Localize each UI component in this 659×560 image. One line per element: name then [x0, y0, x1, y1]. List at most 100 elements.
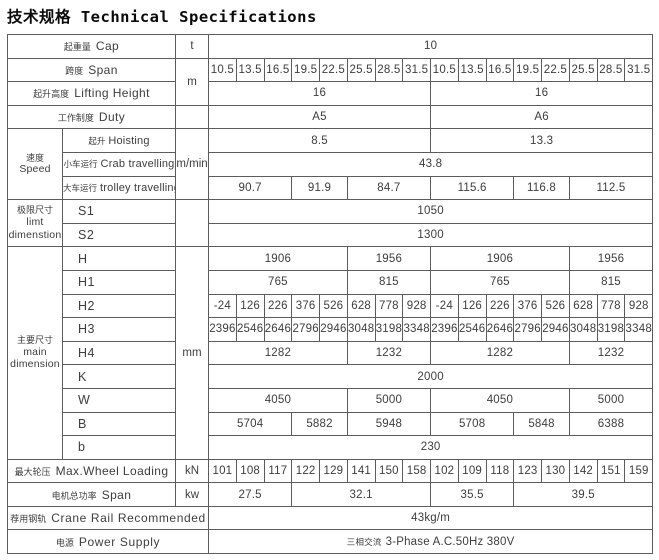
row-s2: S2 1300	[8, 222, 654, 248]
row-wheel-loading: 最大轮压 Max.Wheel Loading kN 101 108 117 122…	[6, 458, 654, 484]
span-label-zh: 跨度	[65, 65, 84, 76]
h2-value: 628	[346, 293, 376, 319]
motor-value: 35.5	[430, 482, 515, 507]
main-unit: mm	[175, 246, 210, 460]
span-value: 28.5	[596, 57, 626, 83]
row-lifting-height: 起升高度 Lifting Height 16 16	[6, 81, 654, 106]
trolley-label-zh: 大车运行	[63, 182, 98, 193]
h2-value: 778	[596, 293, 626, 319]
h2-value: -24	[208, 293, 237, 319]
rail-value: 43kg/m	[208, 505, 654, 531]
row-h3: H3 2396 2546 2646 2796 2946 3048 3198 33…	[8, 317, 654, 342]
row-trolley-speed: 大车运行 trolley travelling 90.7 91.9 84.7 11…	[8, 175, 654, 201]
lifting-label-zh: 起升高度	[33, 89, 70, 100]
w-label: W	[61, 387, 177, 413]
wheel-value: 130	[541, 458, 570, 484]
h3-value: 2396	[208, 317, 237, 342]
h2-value: 928	[624, 293, 654, 319]
s1-label: S1	[61, 199, 177, 224]
b-upper-value: 5704	[208, 411, 293, 437]
wheel-unit: kN	[175, 458, 210, 484]
h3-value: 2946	[319, 317, 348, 342]
h3-value: 3348	[402, 317, 432, 342]
wheel-value: 101	[208, 458, 237, 484]
trolley-value: 112.5	[568, 175, 654, 201]
duty-label: 工作制度 Duty	[6, 104, 177, 130]
b-upper-value: 5708	[430, 411, 515, 437]
h2-value: 928	[402, 293, 432, 319]
wheel-value: 109	[457, 458, 487, 484]
span-value: 10.5	[208, 57, 237, 83]
b-upper-value: 5848	[513, 411, 570, 437]
row-motor-power: 电机总功率 Span kw 27.5 32.1 35.5 39.5	[6, 482, 654, 507]
h2-value: 126	[457, 293, 487, 319]
b-lower-label: b	[61, 435, 177, 460]
span-value: 22.5	[541, 57, 570, 83]
speed-group-en: Speed	[19, 163, 51, 176]
main-group-label: 主要尺寸 main dimension	[7, 246, 63, 460]
row-power-supply: 电源 Power Supply 三相交流 3-Phase A.C.50Hz 380V	[6, 529, 654, 555]
span-label-en: Span	[88, 62, 118, 77]
h3-value: 2646	[263, 317, 293, 342]
limit-group-label: 极限尺寸 limt dimenstion	[7, 199, 63, 248]
wheel-value: 118	[485, 458, 515, 484]
span-label: 跨度 Span	[6, 57, 177, 83]
h-value: 1906	[208, 246, 348, 271]
span-value: 19.5	[513, 57, 543, 83]
rail-label: 荐用钢轨 Crane Rail Recommended	[6, 505, 210, 531]
h2-value: 226	[485, 293, 515, 319]
row-s1: 极限尺寸 limt dimenstion S1 1050	[7, 199, 654, 248]
span-value: 10.5	[430, 57, 459, 83]
k-value: 2000	[208, 364, 654, 389]
span-value: 19.5	[291, 57, 321, 83]
b-upper-label: B	[61, 411, 177, 437]
b-upper-value: 5882	[291, 411, 348, 437]
trolley-value: 115.6	[430, 175, 515, 201]
main-group-en1: main	[23, 345, 47, 358]
hoisting-label-zh: 起升	[88, 135, 106, 146]
h2-value: 376	[291, 293, 321, 319]
h3-label: H3	[61, 317, 177, 342]
h2-value: -24	[430, 293, 459, 319]
h3-value: 3048	[568, 317, 598, 342]
lifting-value: 16	[430, 81, 654, 106]
crab-label: 小车运行 Crab travelling	[61, 151, 177, 177]
row-hoisting-speed: 速度 Speed 起升 Hoisting m/min 8.5 13.3	[7, 128, 654, 201]
speed-unit: m/min	[175, 128, 210, 201]
h3-value: 2646	[485, 317, 515, 342]
span-value: 22.5	[319, 57, 348, 83]
motor-value: 39.5	[513, 482, 654, 507]
h3-value: 2546	[235, 317, 265, 342]
trolley-value: 91.9	[291, 175, 348, 201]
motor-label-en: Span	[101, 487, 132, 502]
cap-label-zh: 起重量	[63, 42, 91, 53]
wheel-value: 123	[513, 458, 543, 484]
h4-value: 1282	[430, 340, 570, 366]
h2-value: 526	[541, 293, 570, 319]
s2-value: 1300	[208, 222, 654, 248]
lifting-label-en: Lifting Height	[74, 86, 150, 101]
row-h1: H1 765 815 765 815	[8, 269, 654, 295]
lifting-value: 16	[208, 81, 432, 106]
supply-value-en: 3-Phase A.C.50Hz 380V	[385, 535, 515, 548]
h2-value: 376	[513, 293, 543, 319]
wheel-value: 158	[402, 458, 432, 484]
h4-label: H4	[61, 340, 177, 366]
trolley-value: 90.7	[208, 175, 293, 201]
wheel-value: 122	[291, 458, 321, 484]
h1-value: 765	[208, 269, 348, 295]
row-h: 主要尺寸 main dimension H mm 1906 1956 1906 19…	[7, 246, 654, 460]
h2-label: H2	[61, 293, 177, 319]
span-value: 25.5	[346, 57, 376, 83]
h2-value: 126	[235, 293, 265, 319]
span-unit: m	[175, 57, 210, 106]
h-label: H	[61, 246, 177, 271]
h-value: 1906	[430, 246, 570, 271]
supply-label: 电源 Power Supply	[6, 529, 210, 555]
crab-value: 43.8	[208, 151, 654, 177]
b-lower-value: 230	[208, 435, 654, 460]
crab-label-en: Crab travelling	[100, 158, 175, 171]
row-b-lower: b 230	[8, 435, 654, 460]
motor-unit: kw	[175, 482, 210, 507]
hoisting-value: 13.3	[430, 128, 654, 153]
